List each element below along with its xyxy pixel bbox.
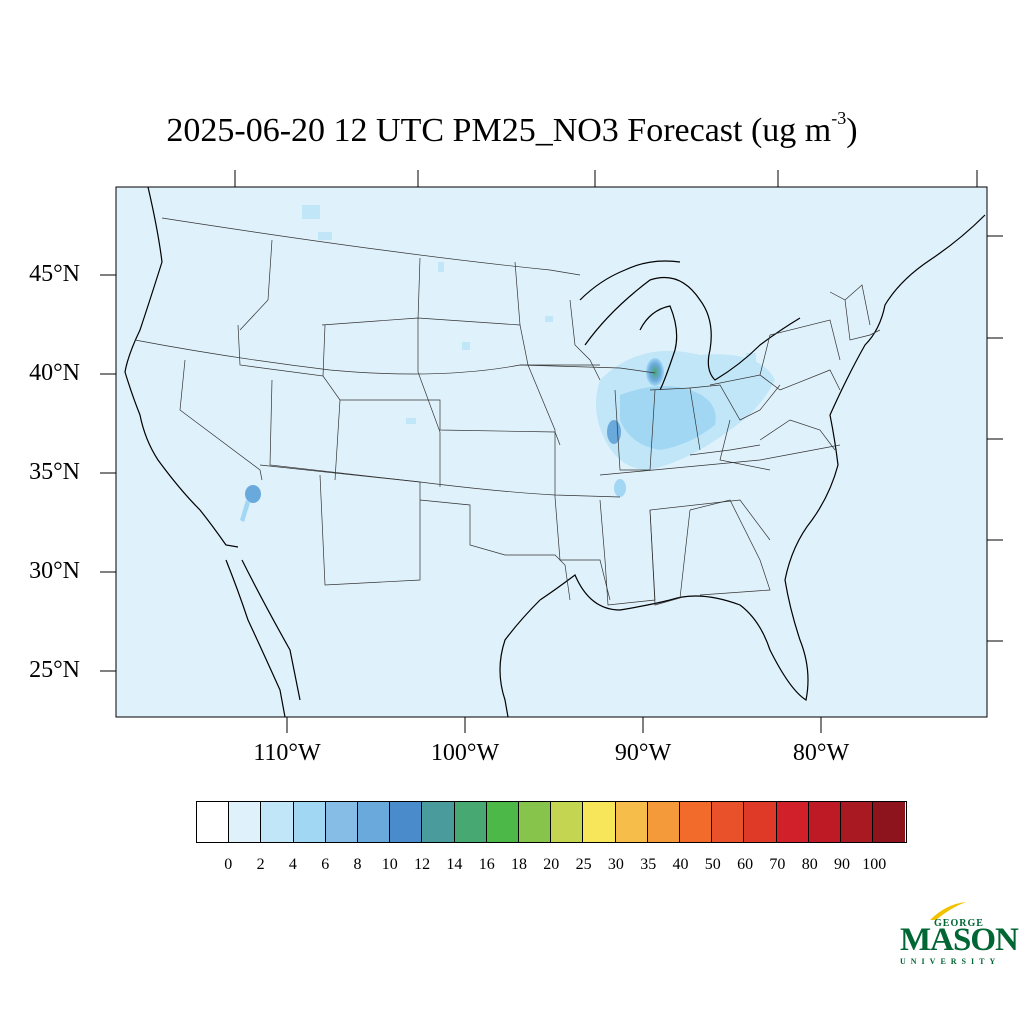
colorbar-cell [712, 802, 745, 842]
colorbar-cell [647, 802, 681, 842]
colorbar-cell [776, 802, 809, 842]
colorbar-tick-label: 80 [801, 856, 818, 873]
lon-label-110w: 110°W [253, 740, 321, 766]
coastline [124, 186, 986, 718]
colorbar-cell [390, 802, 423, 842]
colorbar-tick-label: 0 [224, 856, 233, 873]
lat-label-25: 25°N [29, 657, 80, 683]
colorbar-tick-label: 90 [834, 856, 850, 873]
colorbar-cell [680, 802, 713, 842]
colorbar-tick-label: 60 [737, 856, 754, 873]
colorbar-tick-label: 40 [672, 856, 689, 873]
colorbar-tick-label: 100 [862, 856, 887, 873]
logo-university: UNIVERSITY [900, 957, 1001, 966]
colorbar-cell [229, 802, 262, 842]
colorbar-cell [325, 802, 359, 842]
colorbar-cell [197, 802, 230, 842]
colorbar-cell [454, 802, 487, 842]
colorbar-cell [519, 802, 552, 842]
state-borders [134, 217, 881, 606]
colorbar-tick-label: 18 [511, 856, 527, 873]
colorbar-tick-label: 50 [704, 856, 721, 873]
logo-george: GEORGE [934, 918, 984, 929]
colorbar [196, 801, 907, 843]
colorbar-tick-label: 25 [575, 856, 592, 873]
colorbar-cell [486, 802, 520, 842]
map-background [115, 186, 988, 718]
lat-label-30: 30°N [29, 558, 80, 584]
lon-label-80w: 80°W [792, 740, 850, 766]
colorbar-tick-label: 16 [478, 856, 495, 873]
colorbar-tick-label: 14 [446, 856, 463, 873]
logo-mason: MASON [900, 922, 1019, 958]
colorbar-cell [551, 802, 584, 842]
lat-label-35: 35°N [29, 459, 80, 485]
gmu-logo: GEORGE MASON UNIVERSITY [898, 900, 1019, 970]
page-title: 2025-06-20 12 UTC PM25_NO3 Forecast (ug … [166, 108, 858, 149]
lon-label-100w: 100°W [430, 740, 500, 766]
swoosh-icon [930, 902, 966, 920]
colorbar-tick-label: 20 [543, 856, 560, 873]
colorbar-cell [744, 802, 777, 842]
colorbar-cell [422, 802, 455, 842]
colorbar-cell [293, 802, 326, 842]
colorbar-tick-label: 30 [607, 856, 624, 873]
colorbar-cell [358, 802, 391, 842]
colorbar-cell [808, 802, 842, 842]
lon-label-90w: 90°W [614, 740, 672, 766]
colorbar-tick-label: 8 [353, 856, 362, 873]
colorbar-tick-label: 2 [256, 856, 265, 873]
colorbar-cell [841, 802, 874, 842]
colorbar-tick-label: 35 [640, 856, 657, 873]
lat-label-45: 45°N [29, 261, 80, 287]
axis-ticks [100, 170, 1003, 733]
colorbar-tick-label: 12 [414, 856, 431, 873]
colorbar-cell [261, 802, 294, 842]
colorbar-tick-label: 6 [321, 856, 330, 873]
lat-label-40: 40°N [29, 360, 80, 386]
colorbar-cell [615, 802, 648, 842]
colorbar-tick-label: 4 [288, 856, 297, 873]
colorbar-cell [873, 802, 906, 842]
colorbar-tick-label: 10 [381, 856, 398, 873]
colorbar-tick-label: 70 [769, 856, 786, 873]
colorbar-cell [583, 802, 616, 842]
